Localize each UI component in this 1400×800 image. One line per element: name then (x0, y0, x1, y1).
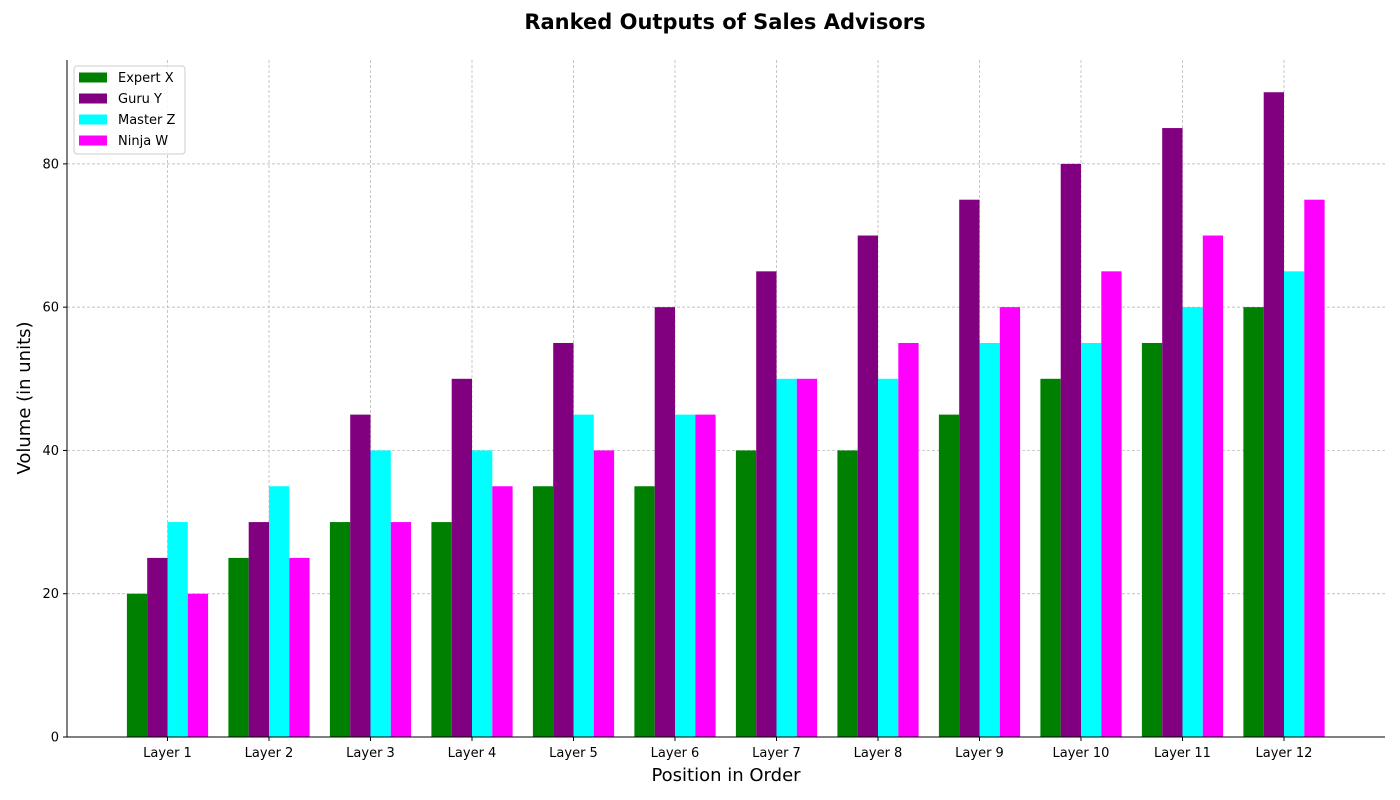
x-axis-label: Position in Order (651, 765, 801, 786)
bar-expert-x-12 (1243, 307, 1264, 737)
x-tick-label: Layer 2 (245, 746, 294, 761)
axes-layer (66, 60, 1385, 738)
bar-expert-x-8 (837, 450, 858, 737)
bar-ninja-w-2 (289, 557, 310, 737)
bar-guru-y-7 (756, 271, 777, 737)
y-tick-label: 0 (51, 731, 59, 746)
bar-guru-y-2 (248, 522, 269, 737)
bar-expert-x-2 (228, 557, 249, 737)
bar-ninja-w-1 (187, 593, 209, 737)
bar-guru-y-12 (1263, 92, 1284, 737)
legend-swatch (79, 93, 107, 104)
bar-master-z-3 (370, 450, 391, 737)
x-tick-label: Layer 4 (448, 746, 497, 761)
bar-expert-x-7 (735, 450, 757, 737)
y-tick-label: 40 (42, 444, 59, 459)
bar-ninja-w-5 (593, 450, 615, 737)
bar-guru-y-4 (451, 378, 472, 737)
bar-guru-y-11 (1162, 128, 1183, 737)
x-tick-label: Layer 3 (346, 746, 395, 761)
bar-master-z-12 (1284, 271, 1305, 737)
bar-expert-x-9 (938, 414, 960, 737)
bar-ninja-w-10 (1101, 271, 1122, 737)
bars-layer (126, 92, 1325, 738)
chart-title: Ranked Outputs of Sales Advisors (524, 10, 926, 34)
legend-swatch (79, 135, 107, 146)
bar-ninja-w-3 (390, 522, 412, 737)
legend: Expert X Guru Y Master Z Ninja W (73, 65, 186, 155)
bar-master-z-1 (167, 522, 188, 737)
bar-guru-y-6 (654, 307, 675, 737)
bar-ninja-w-6 (695, 414, 716, 737)
x-tick-label: Layer 9 (955, 746, 1004, 761)
x-tick-label: Layer 6 (651, 746, 700, 761)
bar-master-z-9 (979, 342, 1000, 737)
x-tick-label: Layer 11 (1154, 746, 1211, 761)
ticks-layer: 0 20 40 60 80 Layer 1 Layer 2 Layer 3 Layer 4 Lay… (42, 157, 1312, 761)
bar-ninja-w-11 (1202, 235, 1224, 737)
bar-expert-x-6 (634, 486, 655, 737)
y-axis-label: Volume (in units) (14, 321, 35, 474)
bar-guru-y-5 (553, 342, 574, 737)
bar-expert-x-4 (431, 522, 452, 737)
legend-label: Expert X (118, 71, 174, 86)
x-tick-label: Layer 5 (549, 746, 598, 761)
x-tick-label: Layer 1 (143, 746, 192, 761)
y-tick-label: 80 (42, 157, 59, 172)
x-tick-label: Layer 7 (752, 746, 801, 761)
x-tick-label: Layer 12 (1256, 746, 1313, 761)
legend-frame (73, 65, 186, 155)
bar-ninja-w-4 (492, 486, 513, 737)
bar-master-z-4 (472, 450, 493, 737)
legend-label: Guru Y (118, 92, 162, 107)
bar-master-z-8 (878, 378, 899, 737)
bar-expert-x-11 (1141, 342, 1163, 737)
bar-expert-x-5 (532, 486, 554, 737)
bar-guru-y-8 (857, 235, 878, 737)
bar-guru-y-9 (959, 199, 980, 737)
bar-master-z-5 (573, 414, 594, 737)
bar-ninja-w-12 (1304, 199, 1325, 737)
bar-ninja-w-9 (999, 307, 1021, 737)
legend-label: Master Z (118, 113, 176, 128)
bar-master-z-11 (1182, 307, 1203, 737)
bar-guru-y-1 (147, 557, 168, 737)
bar-master-z-10 (1081, 342, 1102, 737)
bar-expert-x-3 (329, 522, 351, 737)
bar-master-z-6 (675, 414, 696, 737)
x-tick-label: Layer 8 (854, 746, 903, 761)
legend-label: Ninja W (118, 134, 168, 149)
bar-master-z-2 (269, 486, 290, 737)
bar-ninja-w-8 (898, 342, 919, 737)
bar-guru-y-3 (350, 414, 371, 737)
x-tick-label: Layer 10 (1053, 746, 1110, 761)
y-tick-label: 60 (42, 301, 59, 316)
bar-master-z-7 (776, 378, 797, 737)
y-tick-label: 20 (42, 587, 59, 602)
bar-expert-x-10 (1040, 378, 1061, 737)
legend-swatch (79, 72, 107, 83)
bar-guru-y-10 (1060, 163, 1081, 738)
legend-swatch (79, 114, 107, 125)
bar-expert-x-1 (126, 593, 148, 737)
bar-ninja-w-7 (796, 378, 818, 737)
